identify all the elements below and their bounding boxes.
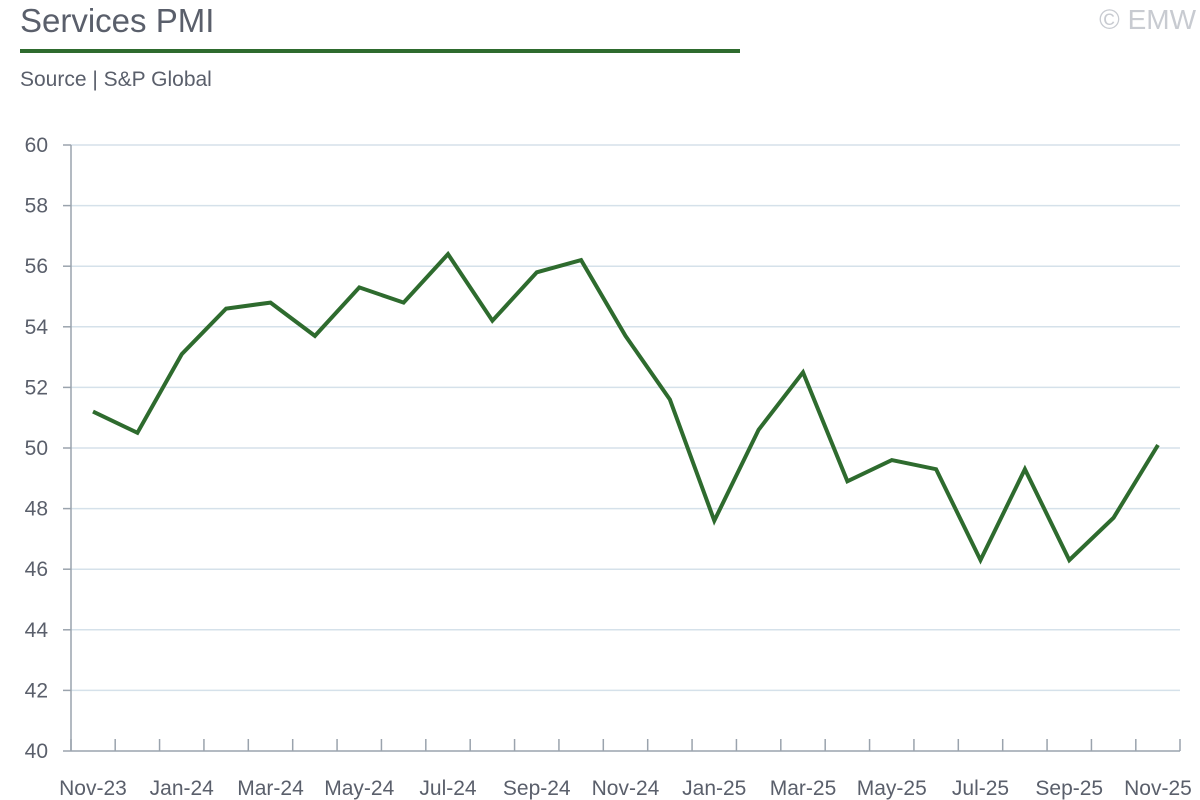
y-tick-label: 46 bbox=[25, 558, 48, 581]
series-layer bbox=[91, 250, 1160, 565]
x-tick-label: Mar-25 bbox=[770, 777, 837, 800]
data-point bbox=[979, 558, 983, 562]
data-point bbox=[1067, 558, 1071, 562]
data-point bbox=[757, 428, 761, 432]
data-point bbox=[535, 270, 539, 274]
data-point bbox=[1156, 443, 1160, 447]
x-tick-label: Nov-24 bbox=[592, 777, 660, 800]
data-point bbox=[357, 285, 361, 289]
chart-subtitle: Source | S&P Global bbox=[20, 68, 212, 91]
data-point bbox=[180, 352, 184, 356]
data-point bbox=[224, 307, 228, 311]
data-point bbox=[446, 252, 450, 256]
x-tick-label: Sep-25 bbox=[1035, 777, 1103, 800]
x-tick-label: Nov-23 bbox=[59, 777, 127, 800]
x-tick-label: Sep-24 bbox=[503, 777, 571, 800]
data-point bbox=[490, 319, 494, 323]
data-point bbox=[845, 479, 849, 483]
data-point bbox=[313, 334, 317, 338]
data-point bbox=[402, 301, 406, 305]
x-tick-label: Jan-24 bbox=[150, 777, 215, 800]
y-tick-label: 44 bbox=[25, 619, 49, 642]
title-underline bbox=[20, 49, 740, 53]
x-tick-label: Nov-25 bbox=[1124, 777, 1192, 800]
data-point bbox=[890, 458, 894, 462]
x-tick-label: Jul-24 bbox=[419, 777, 477, 800]
copyright-label: © EMW bbox=[1099, 4, 1196, 35]
data-point bbox=[801, 370, 805, 374]
grid-layer bbox=[71, 144, 1180, 692]
y-tick-label: 52 bbox=[25, 376, 48, 399]
y-tick-label: 50 bbox=[25, 437, 48, 460]
x-tick-label: Jan-25 bbox=[682, 777, 746, 800]
y-tick-label: 58 bbox=[25, 195, 48, 218]
y-tick-label: 40 bbox=[25, 740, 48, 763]
x-tick-label: May-25 bbox=[857, 777, 927, 800]
data-point bbox=[668, 398, 672, 402]
x-tick-label: May-24 bbox=[324, 777, 394, 800]
data-point bbox=[624, 334, 628, 338]
y-tick-label: 42 bbox=[25, 679, 48, 702]
label-layer: 40 42 44 46 48 50 52 54 56 58 60 Nov-23 Jan-24 Mar-24… bbox=[25, 134, 1192, 800]
y-tick-label: 48 bbox=[25, 498, 48, 521]
data-point bbox=[91, 410, 95, 414]
data-point bbox=[712, 519, 716, 523]
y-tick-label: 60 bbox=[25, 134, 48, 157]
data-point bbox=[579, 258, 583, 262]
data-point bbox=[269, 301, 273, 305]
x-tick-label: Jul-25 bbox=[952, 777, 1009, 800]
y-tick-label: 56 bbox=[25, 255, 48, 278]
data-point bbox=[135, 431, 139, 435]
data-point bbox=[1112, 516, 1116, 520]
chart-title: Services PMI bbox=[20, 2, 215, 39]
series-line-0 bbox=[92, 250, 1160, 565]
x-tick-label: Mar-24 bbox=[237, 777, 304, 800]
axis-layer bbox=[63, 144, 1181, 752]
data-point bbox=[1023, 467, 1027, 471]
data-point bbox=[934, 467, 938, 471]
y-tick-label: 54 bbox=[25, 316, 49, 339]
